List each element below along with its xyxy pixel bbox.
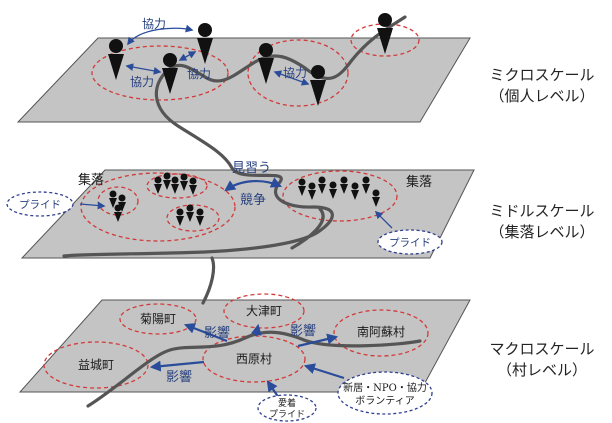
middle-arrows — [79, 177, 393, 229]
influence-arrow — [149, 360, 205, 372]
level-sub-macro: （村レベル） — [497, 361, 587, 379]
person-figure-small — [171, 176, 179, 194]
level-title-middle: ミドルスケール — [489, 202, 594, 220]
middle-groups — [80, 170, 398, 242]
person-figure-small — [308, 182, 316, 200]
town-label-ozu: 大津町 — [246, 304, 282, 318]
pride-oval-left — [6, 191, 74, 217]
cooperation-label: 協力 — [283, 65, 307, 80]
micro-group-ellipse-left — [91, 45, 229, 101]
pride-arrow-right — [374, 210, 393, 229]
macro-influence-arrows — [149, 323, 345, 399]
level-title-macro: マクロスケール — [489, 340, 594, 358]
influence-label: 影響 — [290, 323, 316, 339]
person-figure-small — [114, 204, 122, 222]
village-label-right: 集落 — [406, 174, 432, 190]
town-label-kikuyo: 菊陽町 — [140, 312, 176, 326]
level-sub-middle: （集落レベル） — [489, 223, 594, 241]
person-figure — [377, 13, 393, 54]
pride-label-right: プライド — [389, 237, 431, 249]
sub-group-ellipse-1 — [97, 186, 139, 216]
person-figure-small — [118, 194, 126, 212]
person-figure-small — [189, 177, 197, 195]
person-figure — [162, 53, 178, 94]
person-figure-small — [176, 208, 184, 226]
person-figure-small — [298, 178, 306, 196]
imitate-label: 見習う — [232, 161, 271, 176]
person-figure-small — [318, 176, 326, 194]
influence-arrow — [183, 323, 228, 343]
micro-group-ellipse-right — [247, 39, 349, 107]
cooperation-arrow — [125, 63, 162, 75]
cooperation-label: 協力 — [142, 16, 166, 31]
pride-arrow-left — [79, 201, 106, 210]
person-figure-small — [340, 176, 348, 194]
person-figure-small — [196, 208, 204, 226]
influence-label: 影響 — [166, 369, 192, 385]
person-figure — [108, 39, 124, 80]
support-oval — [337, 371, 433, 415]
town-ellipse-mashiki — [43, 341, 149, 389]
micro-plane — [16, 37, 471, 123]
level-title-micro: ミクロスケール — [489, 66, 594, 84]
person-figure-small — [329, 181, 337, 199]
person-figure-small — [362, 176, 370, 194]
macro-town-ellipses — [43, 293, 429, 389]
person-figure — [310, 65, 326, 106]
cooperation-label: 協力 — [187, 66, 211, 81]
town-ellipse-minamiaso — [333, 309, 429, 357]
cooperation-arrow — [127, 24, 194, 46]
village-label-left: 集落 — [78, 172, 104, 188]
cooperation-arrow — [273, 70, 310, 86]
pride-label-left: プライド — [19, 199, 61, 211]
person-figure — [197, 23, 213, 64]
town-label-mashiki: 益城町 — [78, 358, 114, 372]
village-ellipse-left — [80, 172, 236, 242]
pride-badges — [6, 191, 443, 255]
cooperation-arrow — [178, 51, 197, 61]
attachment-arrow — [266, 380, 280, 399]
micro-people — [108, 13, 393, 106]
person-figure-small — [109, 190, 117, 208]
person-figure-small — [186, 204, 194, 222]
support-label-line2: ボランティア — [355, 395, 414, 407]
town-ellipse-ozu — [223, 293, 305, 329]
person-figure-small — [180, 173, 188, 191]
village-ellipse-right — [282, 170, 398, 222]
support-arrow — [303, 363, 345, 380]
connecting-route — [62, 15, 422, 408]
town-label-minamiaso: 南阿蘇村 — [357, 324, 405, 339]
compete-label: 競争 — [240, 193, 266, 208]
town-ellipse-kikuyo — [119, 303, 197, 335]
person-figure-small — [163, 172, 171, 190]
influence-arrow — [250, 323, 262, 337]
influence-label: 影響 — [204, 325, 230, 341]
attachment-label-line2: プライド — [269, 409, 305, 420]
person-figure — [258, 43, 274, 84]
imitate-arrow — [224, 177, 283, 192]
sub-group-ellipse-3 — [166, 204, 220, 232]
influence-arrow — [297, 333, 339, 348]
middle-people — [109, 172, 380, 226]
cooperation-label: 協力 — [130, 74, 154, 89]
town-label-nishihara: 西原村 — [236, 352, 272, 366]
sub-group-ellipse-2 — [146, 173, 208, 199]
level-sub-micro: （個人レベル） — [489, 87, 594, 105]
person-figure-small — [351, 182, 359, 200]
town-ellipse-nishihara — [202, 335, 306, 383]
attachment-oval — [257, 394, 317, 422]
micro-cooperation-arrows — [125, 24, 310, 86]
person-figure-small — [372, 189, 380, 207]
pride-oval-right — [377, 229, 443, 255]
attachment-label-line1: 愛着 — [278, 397, 296, 409]
middle-plane — [20, 169, 475, 259]
person-figure-small — [154, 176, 162, 194]
support-label-line1: 新居・NPO・協力 — [343, 381, 427, 394]
